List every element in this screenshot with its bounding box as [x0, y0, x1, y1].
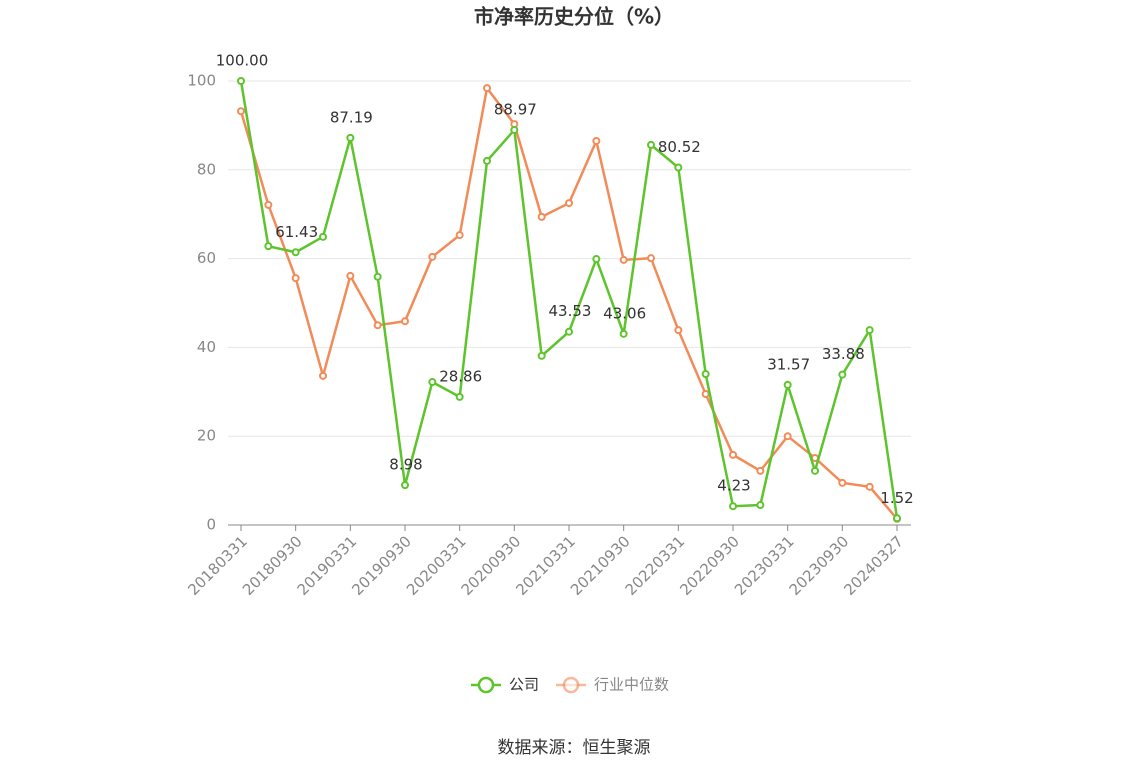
- data-point: [291, 274, 300, 283]
- data-point: [373, 321, 382, 330]
- data-point: [619, 329, 628, 338]
- data-point: [756, 501, 765, 510]
- data-point: [865, 326, 874, 335]
- data-point: [893, 514, 901, 523]
- data-point: [401, 481, 409, 490]
- data-point: [811, 466, 819, 475]
- data-point: [537, 351, 546, 360]
- data-point: [264, 200, 273, 209]
- data-point: [838, 478, 847, 487]
- chart-title: 市净率历史分位（%）: [474, 5, 674, 29]
- data-point: [319, 232, 327, 241]
- y-tick-label: 0: [206, 516, 216, 534]
- data-point: [729, 502, 737, 511]
- data-point: [401, 317, 409, 326]
- data-point: [264, 242, 273, 251]
- y-tick-label: 40: [197, 338, 216, 356]
- data-point: [674, 326, 683, 335]
- data-point: [592, 136, 601, 145]
- data-point: [865, 482, 874, 491]
- legend-item: 行业中位数: [556, 676, 669, 694]
- data-point: [565, 199, 573, 208]
- data-point: [373, 272, 382, 281]
- data-point: [838, 370, 847, 379]
- data-label: 1.52: [880, 489, 913, 507]
- legend-marker: [562, 676, 580, 694]
- y-tick-label: 80: [197, 160, 216, 178]
- series-line: [239, 80, 899, 519]
- data-label: 100.00: [216, 52, 269, 70]
- data-point: [428, 252, 437, 261]
- data-point: [428, 378, 437, 387]
- data-label: 88.97: [494, 100, 537, 118]
- data-label: 61.43: [275, 223, 318, 241]
- y-tick-label: 100: [187, 72, 216, 90]
- data-point: [619, 255, 628, 264]
- data-label: 28.86: [439, 367, 482, 385]
- data-point: [237, 107, 245, 116]
- data-point: [647, 140, 655, 149]
- data-point: [319, 371, 327, 380]
- data-point: [783, 432, 792, 441]
- y-tick-label: 60: [197, 249, 216, 267]
- data-point: [701, 370, 710, 379]
- x-tick-label: 20240327: [840, 532, 907, 599]
- data-label: 8.98: [389, 456, 422, 474]
- data-point: [455, 392, 464, 401]
- data-label: 80.52: [658, 138, 701, 156]
- data-point: [647, 254, 655, 263]
- data-point: [565, 327, 573, 336]
- data-point: [674, 163, 683, 172]
- y-tick-label: 20: [197, 427, 216, 445]
- data-point: [483, 156, 491, 165]
- data-point: [592, 255, 601, 264]
- legend-label: 公司: [509, 676, 539, 694]
- data-point: [537, 212, 546, 221]
- data-point: [346, 271, 355, 280]
- data-point: [783, 380, 792, 389]
- legend-label: 行业中位数: [594, 676, 669, 694]
- data-label: 87.19: [330, 108, 373, 126]
- data-label: 33.88: [822, 345, 865, 363]
- data-label: 31.57: [767, 355, 810, 373]
- data-point: [483, 84, 491, 93]
- data-label: 43.53: [549, 302, 592, 320]
- data-point: [346, 133, 355, 142]
- legend-item: 公司: [471, 676, 539, 694]
- data-point: [701, 390, 710, 399]
- data-point: [455, 231, 464, 240]
- data-point: [510, 125, 519, 134]
- data-label: 43.06: [603, 304, 646, 322]
- source-note: 数据来源：恒生聚源: [498, 738, 651, 758]
- data-point: [729, 450, 737, 459]
- data-point: [756, 466, 765, 475]
- data-point: [237, 77, 245, 85]
- legend-marker: [477, 676, 495, 694]
- data-label: 4.23: [717, 477, 750, 495]
- data-point: [291, 248, 300, 257]
